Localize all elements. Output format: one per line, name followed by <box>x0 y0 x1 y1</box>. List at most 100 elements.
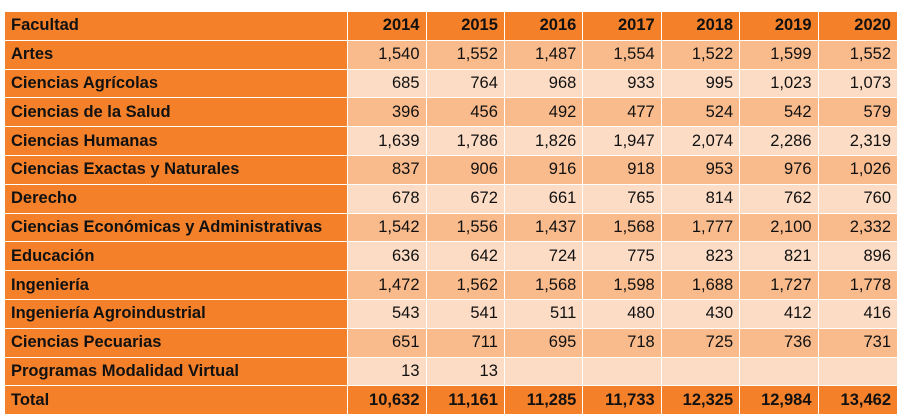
total-value-2019: 12,984 <box>740 386 819 416</box>
header-year-2014: 2014 <box>348 12 427 41</box>
row-label-facultad: Derecho <box>5 184 349 214</box>
table-body: Artes 1,540 1,552 1,487 1,554 1,522 1,599 1,552… <box>5 40 897 416</box>
cell-value-2019: 1,023 <box>740 69 819 99</box>
cell-value-2020: 760 <box>818 184 897 214</box>
cell-value-2014: 543 <box>348 299 427 329</box>
table-row: Ingeniería Agroindustrial 543 541 511 480 430… <box>5 299 897 329</box>
row-label-facultad: Ciencias Exactas y Naturales <box>5 155 349 185</box>
table-row: Ciencias Humanas 1,639 1,786 1,826 1,947 2,07… <box>5 127 897 156</box>
cell-value-2016: 695 <box>504 328 584 358</box>
header-year-2015: 2015 <box>426 12 505 41</box>
cell-value-2015: 13 <box>426 357 505 387</box>
cell-value-2020: 1,026 <box>818 155 897 185</box>
cell-value-2019: 1,727 <box>740 271 819 300</box>
cell-value-2016: 968 <box>504 69 584 99</box>
cell-value-2020: 731 <box>818 328 897 358</box>
cell-value-2015: 906 <box>426 155 505 185</box>
cell-value-2017: 1,947 <box>583 127 662 156</box>
table-row: Ingeniería 1,472 1,562 1,568 1,598 1,688 1,727… <box>5 271 897 300</box>
cell-value-2017: 918 <box>583 155 662 185</box>
cell-value-2019: 1,599 <box>740 40 819 70</box>
header-row: Facultad 2014 2015 2016 2017 2018 2019 2… <box>5 12 897 41</box>
cell-value-2016: 511 <box>504 299 584 329</box>
cell-value-2014: 396 <box>348 98 427 128</box>
cell-value-2018: 814 <box>661 184 741 214</box>
table-row: Educación 636 642 724 775 823 821 896 <box>5 242 897 272</box>
cell-value-2020: 579 <box>818 98 897 128</box>
total-value-2018: 12,325 <box>661 386 741 416</box>
cell-value-2020: 416 <box>818 299 897 329</box>
cell-value-2017: 1,554 <box>583 40 662 70</box>
total-value-2015: 11,161 <box>426 386 505 416</box>
cell-value-2020: 1,552 <box>818 40 897 70</box>
total-value-2014: 10,632 <box>348 386 427 416</box>
table-row: Ciencias Agrícolas 685 764 968 933 995 1,023 1,… <box>5 69 897 99</box>
table-row: Ciencias Pecuarias 651 711 695 718 725 736 731 <box>5 328 897 358</box>
cell-value-2014: 685 <box>348 69 427 99</box>
cell-value-2015: 1,562 <box>426 271 505 300</box>
cell-value-2015: 1,786 <box>426 127 505 156</box>
table-row: Ciencias Exactas y Naturales 837 906 916 918… <box>5 155 897 185</box>
cell-value-2019: 2,286 <box>740 127 819 156</box>
cell-value-2019 <box>740 357 819 387</box>
cell-value-2016: 1,826 <box>504 127 584 156</box>
header-facultad: Facultad <box>5 12 349 41</box>
cell-value-2018: 1,688 <box>661 271 741 300</box>
cell-value-2015: 711 <box>426 328 505 358</box>
cell-value-2017: 765 <box>583 184 662 214</box>
cell-value-2017: 718 <box>583 328 662 358</box>
row-label-facultad: Artes <box>5 40 349 70</box>
cell-value-2016: 724 <box>504 242 584 272</box>
table-row: Derecho 678 672 661 765 814 762 760 <box>5 184 897 214</box>
header-year-2017: 2017 <box>583 12 662 41</box>
cell-value-2015: 764 <box>426 69 505 99</box>
cell-value-2017: 933 <box>583 69 662 99</box>
row-label-facultad: Ingeniería <box>5 271 349 300</box>
cell-value-2014: 1,472 <box>348 271 427 300</box>
cell-value-2018: 995 <box>661 69 741 99</box>
cell-value-2018 <box>661 357 741 387</box>
cell-value-2017: 480 <box>583 299 662 329</box>
total-value-2020: 13,462 <box>818 386 897 416</box>
row-label-facultad: Ciencias Agrícolas <box>5 69 349 99</box>
cell-value-2020: 896 <box>818 242 897 272</box>
cell-value-2014: 1,639 <box>348 127 427 156</box>
cell-value-2014: 678 <box>348 184 427 214</box>
cell-value-2019: 976 <box>740 155 819 185</box>
cell-value-2019: 736 <box>740 328 819 358</box>
cell-value-2018: 524 <box>661 98 741 128</box>
cell-value-2015: 541 <box>426 299 505 329</box>
row-label-facultad: Educación <box>5 242 349 272</box>
faculty-enrollment-table: Facultad 2014 2015 2016 2017 2018 2019 2… <box>5 12 897 416</box>
cell-value-2014: 13 <box>348 357 427 387</box>
cell-value-2014: 837 <box>348 155 427 185</box>
cell-value-2016: 661 <box>504 184 584 214</box>
header-year-2019: 2019 <box>740 12 819 41</box>
cell-value-2018: 430 <box>661 299 741 329</box>
row-label-facultad: Ciencias Económicas y Administrativas <box>5 213 349 243</box>
cell-value-2015: 672 <box>426 184 505 214</box>
cell-value-2016: 1,437 <box>504 213 584 243</box>
cell-value-2014: 651 <box>348 328 427 358</box>
cell-value-2018: 1,777 <box>661 213 741 243</box>
cell-value-2019: 412 <box>740 299 819 329</box>
cell-value-2017: 477 <box>583 98 662 128</box>
total-label: Total <box>5 386 349 416</box>
total-row: Total 10,632 11,161 11,285 11,733 12,325 12,98… <box>5 386 897 416</box>
cell-value-2018: 2,074 <box>661 127 741 156</box>
table-row: Programas Modalidad Virtual 13 13 <box>5 357 897 387</box>
cell-value-2014: 1,540 <box>348 40 427 70</box>
cell-value-2018: 823 <box>661 242 741 272</box>
cell-value-2018: 953 <box>661 155 741 185</box>
data-table-container: Facultad 2014 2015 2016 2017 2018 2019 2… <box>5 12 897 416</box>
total-value-2016: 11,285 <box>504 386 584 416</box>
table-row: Artes 1,540 1,552 1,487 1,554 1,522 1,599 1,552 <box>5 40 897 70</box>
row-label-facultad: Ciencias Humanas <box>5 127 349 156</box>
cell-value-2014: 636 <box>348 242 427 272</box>
cell-value-2019: 821 <box>740 242 819 272</box>
cell-value-2020: 1,778 <box>818 271 897 300</box>
cell-value-2020: 2,319 <box>818 127 897 156</box>
cell-value-2015: 1,556 <box>426 213 505 243</box>
cell-value-2016: 492 <box>504 98 584 128</box>
row-label-facultad: Ciencias de la Salud <box>5 98 349 128</box>
